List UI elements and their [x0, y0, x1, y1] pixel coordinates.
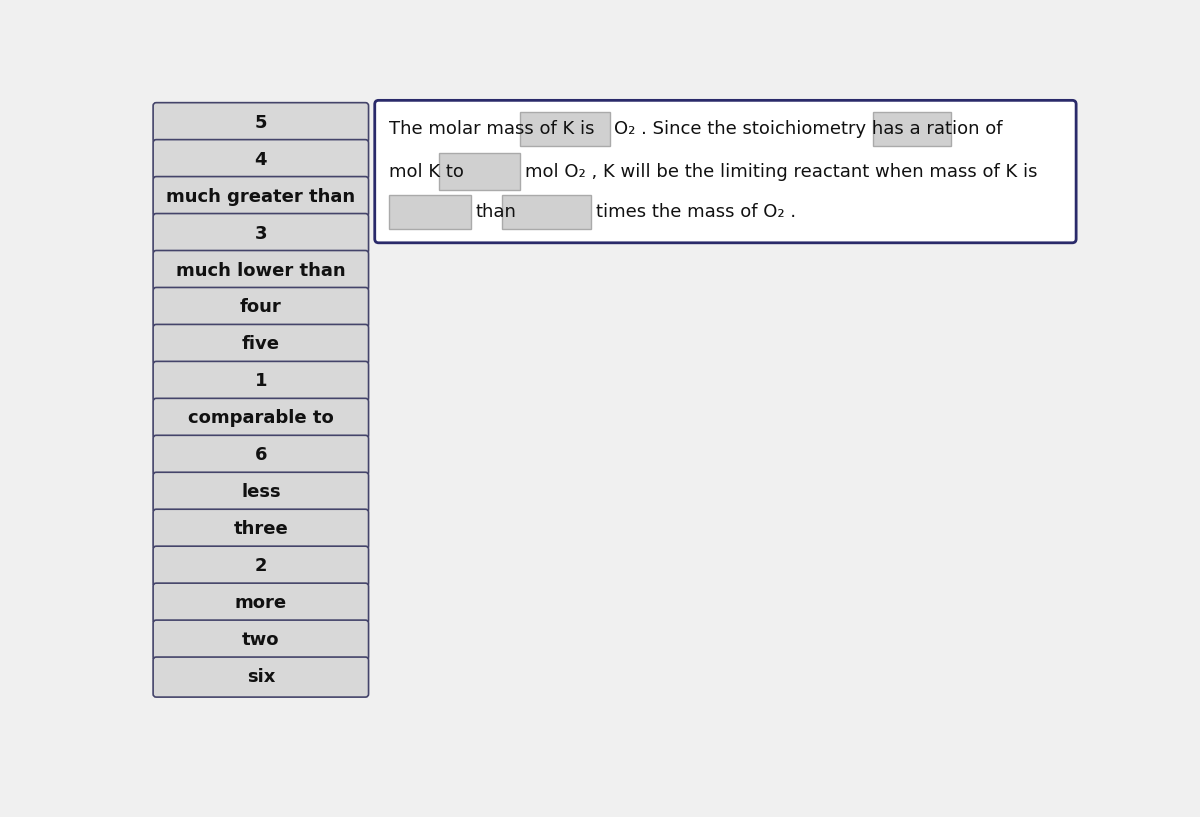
Text: two: two	[242, 631, 280, 650]
FancyBboxPatch shape	[154, 547, 368, 587]
Text: 6: 6	[254, 446, 268, 464]
Text: 2: 2	[254, 557, 268, 575]
FancyBboxPatch shape	[390, 195, 470, 229]
FancyBboxPatch shape	[154, 361, 368, 401]
FancyBboxPatch shape	[154, 509, 368, 549]
FancyBboxPatch shape	[154, 213, 368, 253]
Text: much greater than: much greater than	[167, 188, 355, 206]
Text: six: six	[247, 668, 275, 686]
Text: less: less	[241, 484, 281, 502]
Text: four: four	[240, 298, 282, 316]
FancyBboxPatch shape	[154, 176, 368, 217]
FancyBboxPatch shape	[154, 103, 368, 143]
FancyBboxPatch shape	[154, 251, 368, 291]
Text: five: five	[242, 336, 280, 354]
Text: three: three	[234, 520, 288, 538]
Text: 5: 5	[254, 114, 268, 132]
FancyBboxPatch shape	[154, 620, 368, 660]
FancyBboxPatch shape	[374, 100, 1076, 243]
Text: O₂ . Since the stoichiometry has a ration of: O₂ . Since the stoichiometry has a ratio…	[614, 120, 1003, 138]
Text: mol O₂ , K will be the limiting reactant when mass of K is: mol O₂ , K will be the limiting reactant…	[526, 163, 1038, 181]
FancyBboxPatch shape	[154, 472, 368, 512]
FancyBboxPatch shape	[439, 154, 521, 190]
Text: comparable to: comparable to	[188, 409, 334, 427]
FancyBboxPatch shape	[154, 435, 368, 475]
Text: more: more	[235, 594, 287, 612]
Text: 3: 3	[254, 225, 268, 243]
FancyBboxPatch shape	[154, 288, 368, 328]
FancyBboxPatch shape	[154, 657, 368, 697]
Text: The molar mass of K is: The molar mass of K is	[390, 120, 595, 138]
FancyBboxPatch shape	[521, 112, 610, 145]
FancyBboxPatch shape	[502, 195, 590, 229]
FancyBboxPatch shape	[154, 399, 368, 439]
Text: mol K to: mol K to	[390, 163, 464, 181]
Text: times the mass of O₂ .: times the mass of O₂ .	[595, 203, 796, 221]
FancyBboxPatch shape	[154, 583, 368, 623]
Text: 1: 1	[254, 373, 268, 391]
FancyBboxPatch shape	[154, 324, 368, 364]
Text: 4: 4	[254, 150, 268, 168]
Text: much lower than: much lower than	[176, 261, 346, 279]
Text: than: than	[475, 203, 516, 221]
FancyBboxPatch shape	[154, 140, 368, 180]
FancyBboxPatch shape	[874, 112, 950, 145]
